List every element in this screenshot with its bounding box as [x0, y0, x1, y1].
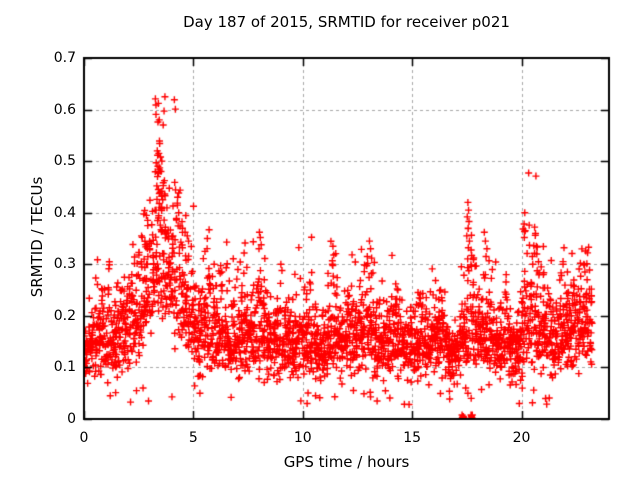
x-tick-label: 5: [188, 430, 198, 446]
y-tick-label: 0.7: [53, 50, 76, 66]
y-tick-label: 0.4: [53, 204, 76, 221]
y-tick-label: 0.5: [53, 153, 76, 170]
y-tick-label: 0.6: [53, 101, 76, 118]
x-tick-label: 20: [512, 430, 531, 446]
y-tick-label: 0.1: [53, 359, 76, 376]
x-tick-label: 15: [403, 430, 422, 446]
y-tick-label: 0: [67, 411, 76, 427]
x-tick-label: 10: [293, 430, 312, 446]
y-tick-label: 0.3: [53, 256, 76, 273]
x-tick-label: 0: [79, 430, 89, 446]
x-axis-label: GPS time / hours: [283, 453, 410, 471]
y-tick-label: 0.2: [53, 307, 76, 324]
chart-title: Day 187 of 2015, SRMTID for receiver p02…: [183, 13, 510, 31]
